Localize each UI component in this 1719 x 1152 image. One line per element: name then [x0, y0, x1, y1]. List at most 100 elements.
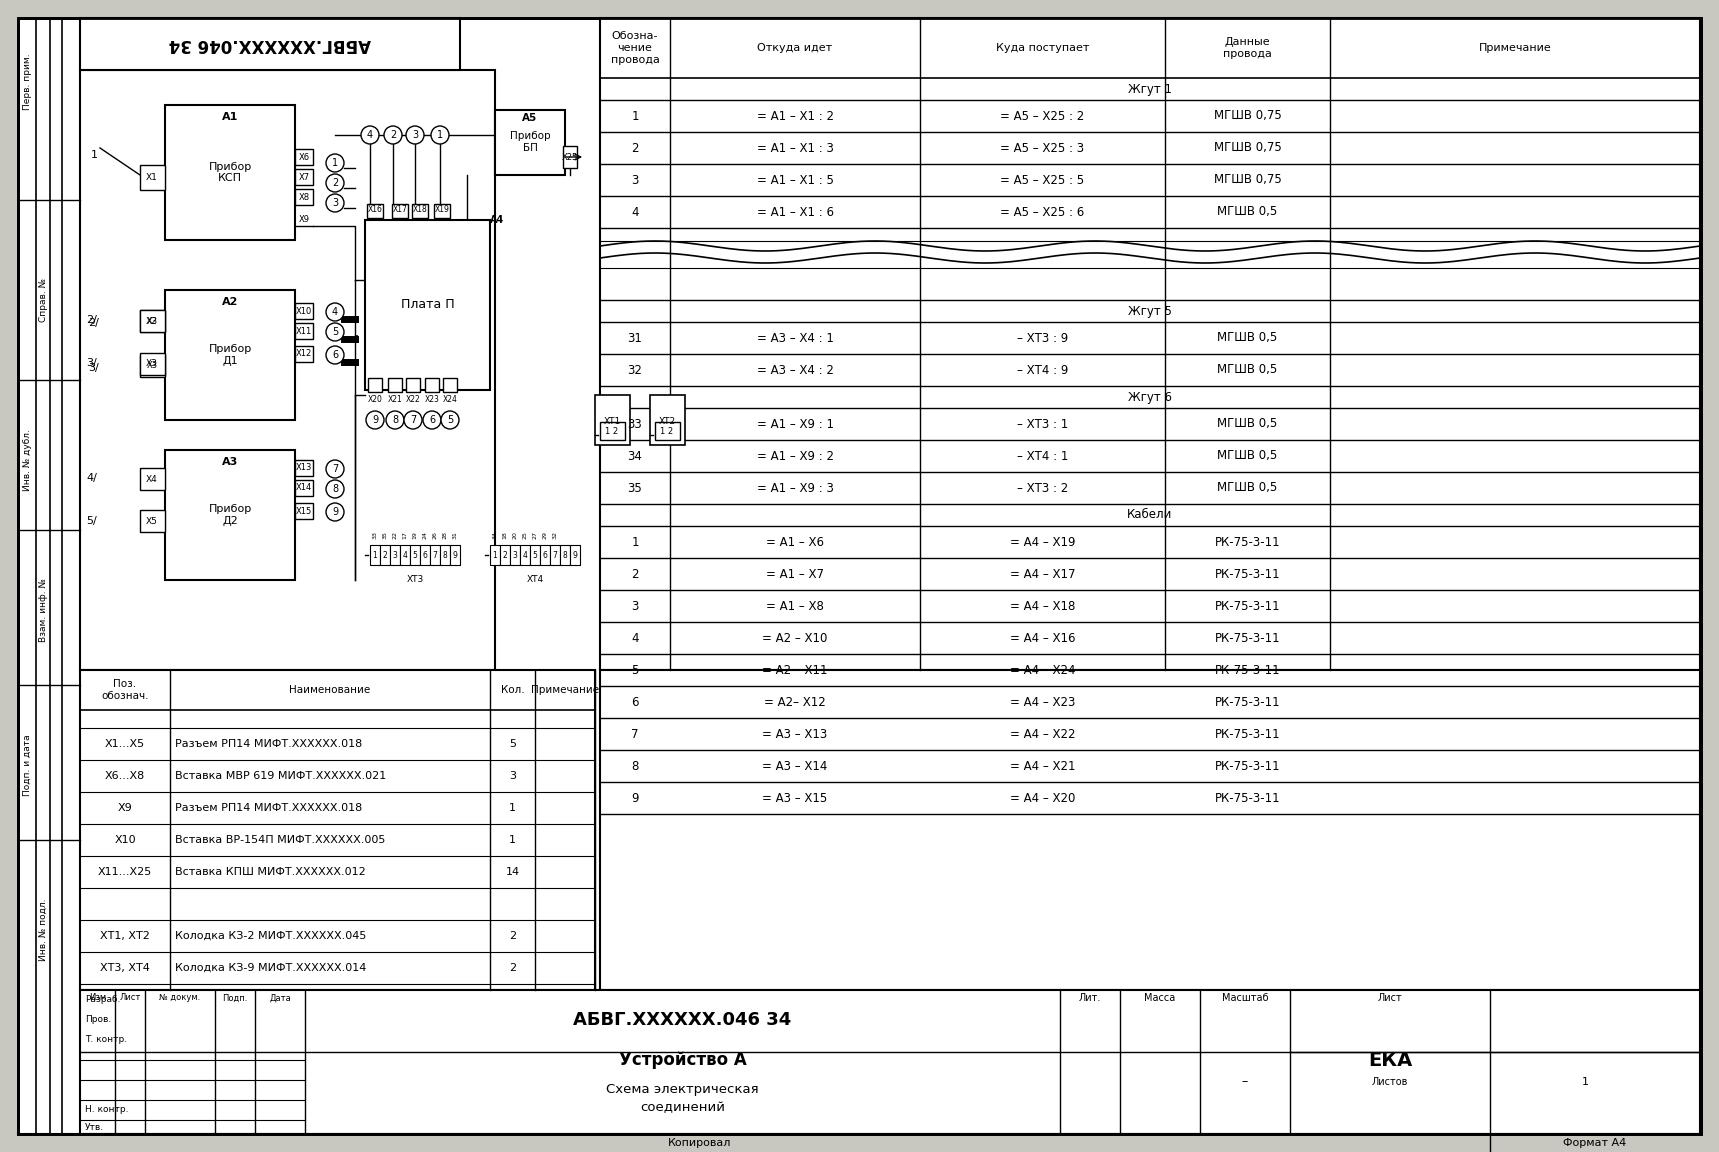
Text: Изм: Изм — [89, 993, 107, 1002]
Bar — [450, 545, 461, 564]
Text: Жгут 5: Жгут 5 — [1128, 304, 1172, 318]
Text: 27: 27 — [533, 531, 538, 539]
Text: Х3: Х3 — [146, 317, 158, 326]
Text: МГШВ 0,5: МГШВ 0,5 — [1217, 449, 1277, 462]
Text: 1: 1 — [509, 803, 516, 813]
Text: Х14: Х14 — [296, 484, 313, 493]
Text: 4: 4 — [631, 205, 639, 219]
Text: 1: 1 — [493, 551, 497, 560]
Text: = А4 – Х18: = А4 – Х18 — [1009, 599, 1074, 613]
Text: Х11...Х25: Х11...Х25 — [98, 867, 151, 877]
Bar — [564, 146, 578, 168]
Text: МГШВ 0,5: МГШВ 0,5 — [1217, 364, 1277, 377]
Text: 9: 9 — [332, 507, 339, 517]
Text: Прибор
Д2: Прибор Д2 — [208, 505, 251, 525]
Bar — [521, 545, 529, 564]
Text: 28: 28 — [442, 531, 447, 539]
Text: = А1 – Х9 : 2: = А1 – Х9 : 2 — [756, 449, 834, 462]
Text: Данные
провода: Данные провода — [1222, 37, 1272, 59]
Bar — [81, 18, 461, 70]
Text: Формат А4: Формат А4 — [1563, 1138, 1626, 1149]
Text: ХТ4: ХТ4 — [526, 576, 543, 584]
Text: 5: 5 — [332, 327, 339, 338]
Text: РК-75-3-11: РК-75-3-11 — [1215, 759, 1281, 773]
Text: 6: 6 — [332, 350, 339, 359]
Bar — [560, 545, 571, 564]
Circle shape — [327, 174, 344, 192]
Text: Схема электрическая: Схема электрическая — [607, 1084, 758, 1097]
Text: = А1 – Х1 : 6: = А1 – Х1 : 6 — [756, 205, 834, 219]
Circle shape — [327, 346, 344, 364]
Text: Х8: Х8 — [299, 192, 309, 202]
Text: = А1 – Х9 : 1: = А1 – Х9 : 1 — [756, 417, 834, 431]
Bar — [411, 545, 419, 564]
Text: МГШВ 0,75: МГШВ 0,75 — [1214, 109, 1281, 122]
Bar — [392, 204, 407, 218]
Text: Куда поступает: Куда поступает — [995, 43, 1090, 53]
Text: А3: А3 — [222, 457, 239, 467]
Text: – ХТ3 : 1: – ХТ3 : 1 — [1018, 417, 1067, 431]
Text: 5: 5 — [533, 551, 538, 560]
Text: 6: 6 — [543, 551, 547, 560]
Circle shape — [361, 126, 378, 144]
Text: 3: 3 — [509, 771, 516, 781]
Bar — [139, 510, 165, 532]
Bar — [511, 545, 521, 564]
Text: 32: 32 — [552, 531, 557, 539]
Text: Примечание: Примечание — [1478, 43, 1551, 53]
Text: = А2 – Х10: = А2 – Х10 — [762, 631, 827, 644]
Text: 4: 4 — [523, 551, 528, 560]
Bar — [296, 503, 313, 520]
Text: Х6: Х6 — [299, 152, 309, 161]
Text: 32: 32 — [627, 364, 643, 377]
Text: Вставка ВР-154П МИФТ.XXXXXX.005: Вставка ВР-154П МИФТ.XXXXXX.005 — [175, 835, 385, 846]
Bar — [81, 670, 595, 990]
Text: 31: 31 — [627, 332, 643, 344]
Text: ХТ1: ХТ1 — [603, 417, 621, 426]
Bar — [595, 395, 629, 445]
Text: Х2: Х2 — [146, 317, 158, 326]
Text: Х3: Х3 — [146, 359, 158, 369]
Circle shape — [423, 411, 442, 429]
Text: Инв. № подл.: Инв. № подл. — [38, 899, 48, 961]
Bar — [366, 204, 383, 218]
Bar — [433, 204, 450, 218]
Text: 3: 3 — [392, 551, 397, 560]
Text: 35: 35 — [627, 482, 643, 494]
Text: Прибор
БП: Прибор БП — [511, 131, 550, 153]
Text: Х21: Х21 — [387, 395, 402, 404]
Text: – ХТ3 : 2: – ХТ3 : 2 — [1018, 482, 1067, 494]
Text: Подп. и дата: Подп. и дата — [22, 734, 31, 796]
Text: – ХТ3 : 9: – ХТ3 : 9 — [1018, 332, 1067, 344]
Text: Х4: Х4 — [146, 475, 158, 484]
Circle shape — [387, 411, 404, 429]
Text: Х16: Х16 — [368, 205, 382, 214]
Text: РК-75-3-11: РК-75-3-11 — [1215, 728, 1281, 741]
Text: Х22: Х22 — [406, 395, 421, 404]
Text: 33: 33 — [627, 417, 643, 431]
Text: 7: 7 — [552, 551, 557, 560]
Text: = А4 – Х23: = А4 – Х23 — [1009, 696, 1074, 708]
Text: МГШВ 0,5: МГШВ 0,5 — [1217, 482, 1277, 494]
Text: МГШВ 0,5: МГШВ 0,5 — [1217, 332, 1277, 344]
Bar — [440, 545, 450, 564]
Bar — [444, 378, 457, 392]
Text: 9: 9 — [572, 551, 578, 560]
Circle shape — [327, 323, 344, 341]
Bar — [368, 378, 382, 392]
Text: Х11: Х11 — [296, 326, 313, 335]
Text: 14: 14 — [505, 867, 519, 877]
Text: Разъем РП14 МИФТ.XXXXXX.018: Разъем РП14 МИФТ.XXXXXX.018 — [175, 803, 363, 813]
Text: 3/: 3/ — [89, 363, 100, 373]
Text: = А3 – Х15: = А3 – Х15 — [762, 791, 827, 804]
Text: = А3 – Х4 : 2: = А3 – Х4 : 2 — [756, 364, 834, 377]
Text: 1: 1 — [509, 835, 516, 846]
Text: Х10: Х10 — [296, 306, 313, 316]
Bar — [370, 545, 380, 564]
Bar — [139, 468, 165, 490]
Bar — [571, 545, 579, 564]
Bar — [296, 189, 313, 205]
Text: 3/: 3/ — [86, 358, 98, 367]
Text: Х9: Х9 — [299, 214, 309, 223]
Text: Х1: Х1 — [146, 173, 158, 182]
